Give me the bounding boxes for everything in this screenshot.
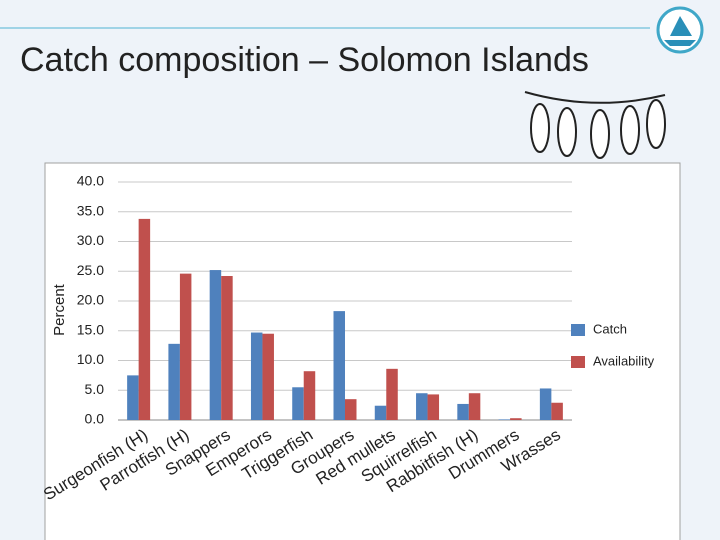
- y-tick-label: 25.0: [77, 262, 104, 278]
- bar: [292, 387, 304, 420]
- bar: [250, 332, 263, 420]
- bar: [179, 273, 192, 420]
- bar: [386, 368, 398, 420]
- bar: [457, 403, 469, 420]
- logo: [656, 6, 704, 54]
- y-tick-label: 40.0: [77, 173, 104, 189]
- bar: [262, 333, 274, 420]
- y-tick-label: 5.0: [85, 381, 105, 397]
- bar: [303, 371, 316, 420]
- bar: [168, 343, 180, 420]
- y-tick-label: 10.0: [77, 351, 104, 367]
- y-axis-label: Percent: [51, 283, 68, 336]
- bar: [551, 402, 563, 420]
- slide-title: Catch composition – Solomon Islands: [20, 41, 589, 79]
- bar: [138, 218, 151, 420]
- bar: [374, 405, 387, 420]
- bar: [510, 418, 522, 420]
- bar: [333, 311, 345, 420]
- bar: [416, 393, 428, 420]
- fish-illustration: [524, 91, 666, 159]
- legend-swatch: [571, 356, 585, 368]
- legend-label: Availability: [593, 353, 655, 368]
- chart-area: [44, 162, 681, 540]
- bar: [498, 419, 511, 420]
- legend-swatch: [571, 324, 585, 336]
- bar: [221, 276, 233, 420]
- bar: [427, 394, 440, 420]
- bar: [468, 393, 481, 420]
- y-tick-label: 30.0: [77, 232, 104, 248]
- legend-label: Catch: [593, 321, 627, 336]
- bar: [345, 399, 357, 420]
- bar: [127, 375, 139, 420]
- bar: [209, 270, 222, 420]
- bar: [539, 388, 552, 420]
- y-tick-label: 0.0: [85, 411, 105, 427]
- y-tick-label: 15.0: [77, 321, 104, 337]
- y-tick-label: 35.0: [77, 202, 104, 218]
- y-tick-label: 20.0: [77, 292, 104, 308]
